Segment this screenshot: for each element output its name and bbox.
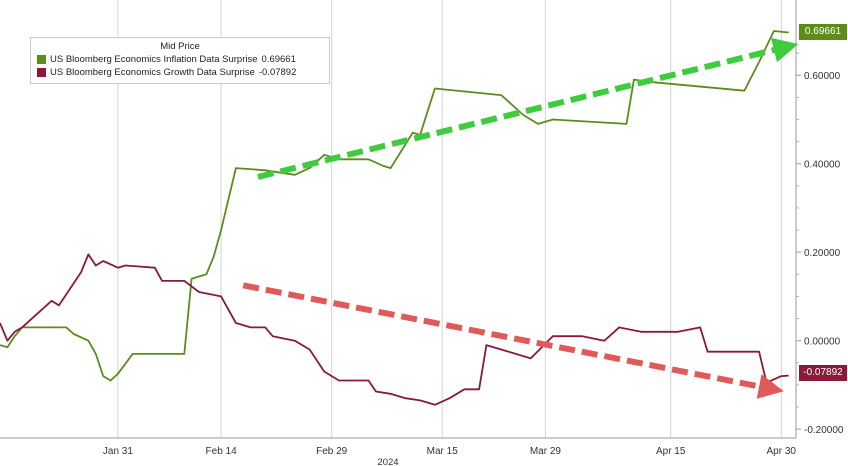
growth-series-line	[0, 253, 789, 406]
x-tick-label: Mar 15	[427, 446, 459, 457]
y-tick-label: -0.20000	[804, 425, 844, 436]
down-trend-arrow	[242, 282, 784, 399]
up-trend-arrow	[257, 37, 799, 180]
y-tick-label: 0.00000	[804, 337, 841, 348]
legend-label-growth: US Bloomberg Economics Growth Data Surpr…	[50, 67, 255, 78]
x-tick-label: Apr 30	[767, 446, 797, 457]
legend-item-inflation: US Bloomberg Economics Inflation Data Su…	[37, 54, 329, 65]
y-tick-label: 0.40000	[804, 160, 841, 171]
series-layer	[0, 30, 789, 406]
legend-item-growth: US Bloomberg Economics Growth Data Surpr…	[37, 67, 329, 78]
x-tick-label: Mar 29	[530, 446, 562, 457]
legend-value-inflation: 0.69661	[261, 54, 296, 65]
last-value-badge-growth: -0.07892	[799, 365, 847, 381]
x-tick-label: Feb 29	[316, 446, 348, 457]
chart-legend: Mid Price US Bloomberg Economics Inflati…	[30, 37, 330, 84]
legend-label-inflation: US Bloomberg Economics Inflation Data Su…	[50, 54, 258, 65]
x-axis-title: 2024	[377, 457, 398, 466]
x-tick-label: Apr 15	[656, 446, 686, 457]
x-tick-label: Jan 31	[103, 446, 133, 457]
x-tick-label: Feb 14	[206, 446, 238, 457]
last-value-badge-inflation: 0.69661	[799, 24, 847, 40]
y-tick-label: 0.60000	[804, 71, 841, 82]
legend-title: Mid Price	[160, 41, 200, 52]
annotation-layer	[242, 37, 799, 399]
y-tick-label: 0.20000	[804, 248, 841, 259]
inflation-series-line	[0, 30, 789, 382]
legend-swatch-inflation	[37, 55, 46, 64]
legend-swatch-growth	[37, 68, 46, 77]
legend-value-growth: -0.07892	[258, 67, 297, 78]
